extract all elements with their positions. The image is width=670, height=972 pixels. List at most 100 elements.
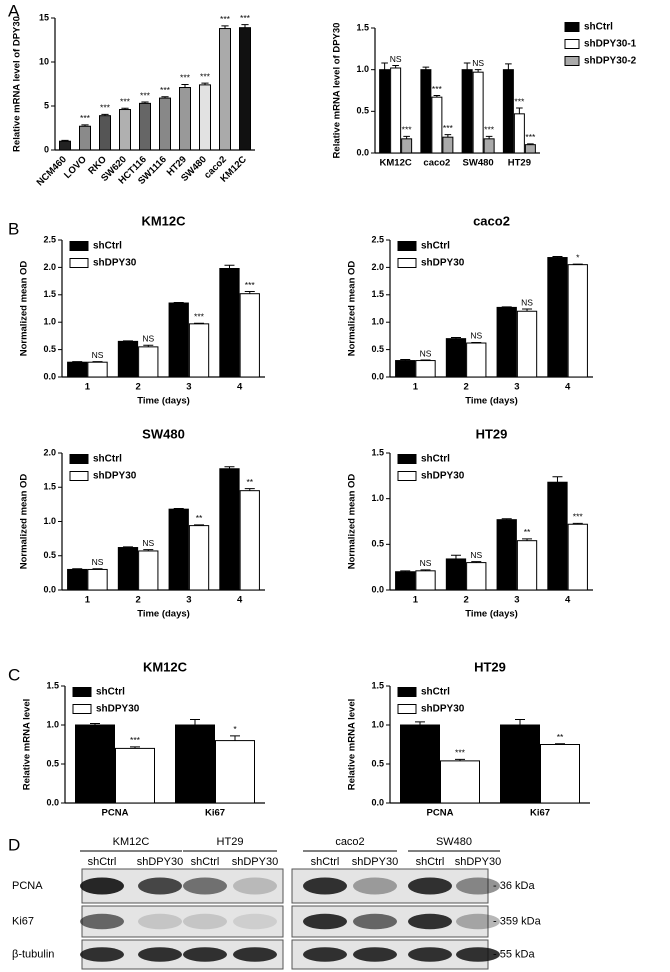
significance-label: *** (220, 14, 231, 24)
y-tick-label: 0.0 (46, 797, 59, 807)
size-label: - 55 kDa (493, 948, 535, 960)
bar (67, 568, 88, 591)
band (353, 947, 397, 962)
legend-label: shDPY30 (421, 471, 465, 482)
bar (75, 724, 115, 804)
legend-swatch (397, 258, 417, 268)
error-bar (420, 569, 431, 571)
error-bar (173, 507, 184, 510)
y-tick-label: 2.5 (371, 234, 384, 244)
error-bar (555, 743, 565, 745)
significance-label: NS (92, 557, 104, 567)
significance-label: *** (432, 84, 443, 94)
x-tick-label: 2 (135, 382, 140, 393)
error-bar (392, 65, 399, 68)
y-tick-label: 0.0 (43, 371, 56, 381)
error-bar (90, 722, 100, 725)
bar (502, 69, 514, 154)
x-tick-label: 1 (85, 382, 91, 393)
error-bar (400, 570, 411, 572)
band (233, 913, 277, 930)
significance-label: * (233, 724, 237, 734)
x-tick-label: 2 (463, 382, 468, 393)
bar (168, 508, 189, 591)
y-tick-label: 0.5 (43, 344, 56, 354)
chart-title: KM12C (143, 659, 188, 674)
legend-label: shDPY30 (421, 704, 465, 715)
y-axis-label: Relative mRNA level of DPY30 (332, 23, 343, 159)
y-tick-label: 10 (39, 56, 49, 66)
legend-swatch (564, 39, 580, 49)
bar (420, 69, 432, 154)
error-bar (173, 301, 184, 304)
x-axis-label: Time (days) (137, 609, 190, 620)
bar (442, 136, 454, 154)
significance-label: *** (455, 748, 466, 758)
error-bar (121, 107, 129, 110)
significance-label: *** (160, 85, 171, 95)
x-tick-label: KM12C (380, 158, 412, 169)
band (183, 947, 227, 962)
legend-label: shDPY30-1 (584, 39, 637, 50)
band (303, 947, 347, 962)
band (138, 913, 182, 930)
bar (466, 562, 487, 591)
legend-swatch (69, 454, 89, 464)
band (353, 877, 397, 895)
x-tick-label: 4 (565, 382, 571, 393)
bar (215, 740, 255, 804)
band (80, 877, 124, 895)
significance-label: *** (514, 96, 525, 106)
x-tick-label: 4 (565, 595, 571, 606)
bar (138, 346, 159, 378)
legend-label: shCtrl (421, 454, 450, 465)
chart: caco2 0.0 0.5 1.0 1.5 2.0 2.5 Normalized mean O… (347, 213, 593, 407)
error-bar (241, 24, 249, 28)
x-tick-label: 4 (237, 382, 243, 393)
significance-label: *** (140, 90, 151, 100)
bar (219, 468, 240, 591)
significance-label: *** (120, 96, 131, 106)
x-tick-label: Ki67 (530, 808, 550, 819)
band (303, 913, 347, 930)
chart-title: HT29 (476, 426, 508, 441)
legend-label: shCtrl (93, 454, 122, 465)
bar (115, 747, 155, 804)
significance-label: * (576, 252, 580, 262)
bar (390, 67, 402, 154)
error-bar (224, 264, 235, 269)
error-bar (81, 124, 89, 127)
bar (139, 102, 151, 151)
band (408, 947, 452, 962)
legend-label: shDPY30 (96, 704, 140, 715)
y-tick-label: 0.5 (46, 758, 59, 768)
chart-title: SW480 (142, 426, 185, 441)
panel-label: D (8, 835, 20, 854)
bar (159, 97, 171, 151)
band (353, 913, 397, 930)
y-tick-label: 1.0 (356, 64, 369, 74)
y-tick-label: 0.5 (371, 758, 384, 768)
legend-label: shCtrl (93, 241, 122, 252)
y-tick-label: 0.0 (371, 584, 384, 594)
x-tick-label: 1 (85, 595, 91, 606)
band (138, 877, 182, 895)
x-tick-label: LOVO (62, 154, 89, 181)
error-bar (400, 358, 411, 361)
error-bar (230, 735, 240, 741)
error-bar (143, 344, 154, 347)
bar (472, 71, 484, 154)
x-tick-label: HT29 (508, 158, 531, 169)
bar (175, 724, 215, 804)
error-bar (72, 361, 83, 363)
y-tick-label: 1.0 (371, 317, 384, 327)
significance-label: *** (525, 132, 536, 142)
legend-label: shCtrl (421, 687, 450, 698)
row-label: PCNA (12, 880, 43, 892)
error-bar (92, 361, 103, 363)
error-bar (381, 62, 388, 70)
band (303, 877, 347, 895)
chart: KM12C 0.0 0.5 1.0 1.5 Relative mRNA level PCNA… (22, 659, 265, 819)
significance-label: ** (246, 477, 253, 487)
error-bar (92, 568, 103, 570)
